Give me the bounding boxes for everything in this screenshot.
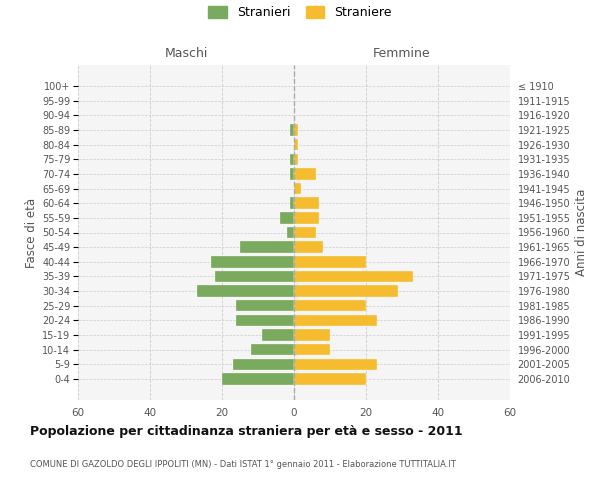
Bar	[294, 330, 330, 341]
Bar	[294, 124, 298, 136]
Bar	[211, 256, 294, 268]
Bar	[197, 286, 294, 297]
Text: Femmine: Femmine	[373, 47, 431, 60]
Bar	[294, 154, 298, 165]
Bar	[294, 374, 366, 385]
Bar	[236, 300, 294, 312]
Bar	[294, 344, 330, 356]
Bar	[294, 242, 323, 253]
Bar	[240, 242, 294, 253]
Bar	[290, 124, 294, 136]
Bar	[294, 168, 316, 179]
Bar	[290, 154, 294, 165]
Bar	[294, 227, 316, 238]
Text: COMUNE DI GAZOLDO DEGLI IPPOLITI (MN) - Dati ISTAT 1° gennaio 2011 - Elaborazion: COMUNE DI GAZOLDO DEGLI IPPOLITI (MN) - …	[30, 460, 456, 469]
Y-axis label: Fasce di età: Fasce di età	[25, 198, 38, 268]
Bar	[294, 286, 398, 297]
Bar	[280, 212, 294, 224]
Bar	[236, 314, 294, 326]
Y-axis label: Anni di nascita: Anni di nascita	[575, 189, 587, 276]
Bar	[233, 358, 294, 370]
Bar	[294, 183, 301, 194]
Bar	[294, 271, 413, 282]
Bar	[290, 198, 294, 209]
Bar	[294, 139, 298, 150]
Bar	[294, 358, 377, 370]
Text: Popolazione per cittadinanza straniera per età e sesso - 2011: Popolazione per cittadinanza straniera p…	[30, 425, 463, 438]
Text: Maschi: Maschi	[164, 47, 208, 60]
Bar	[294, 256, 366, 268]
Bar	[294, 198, 319, 209]
Legend: Stranieri, Straniere: Stranieri, Straniere	[208, 6, 392, 19]
Bar	[294, 300, 366, 312]
Bar	[262, 330, 294, 341]
Bar	[251, 344, 294, 356]
Bar	[294, 212, 319, 224]
Bar	[294, 314, 377, 326]
Bar	[215, 271, 294, 282]
Bar	[222, 374, 294, 385]
Bar	[290, 168, 294, 179]
Bar	[287, 227, 294, 238]
